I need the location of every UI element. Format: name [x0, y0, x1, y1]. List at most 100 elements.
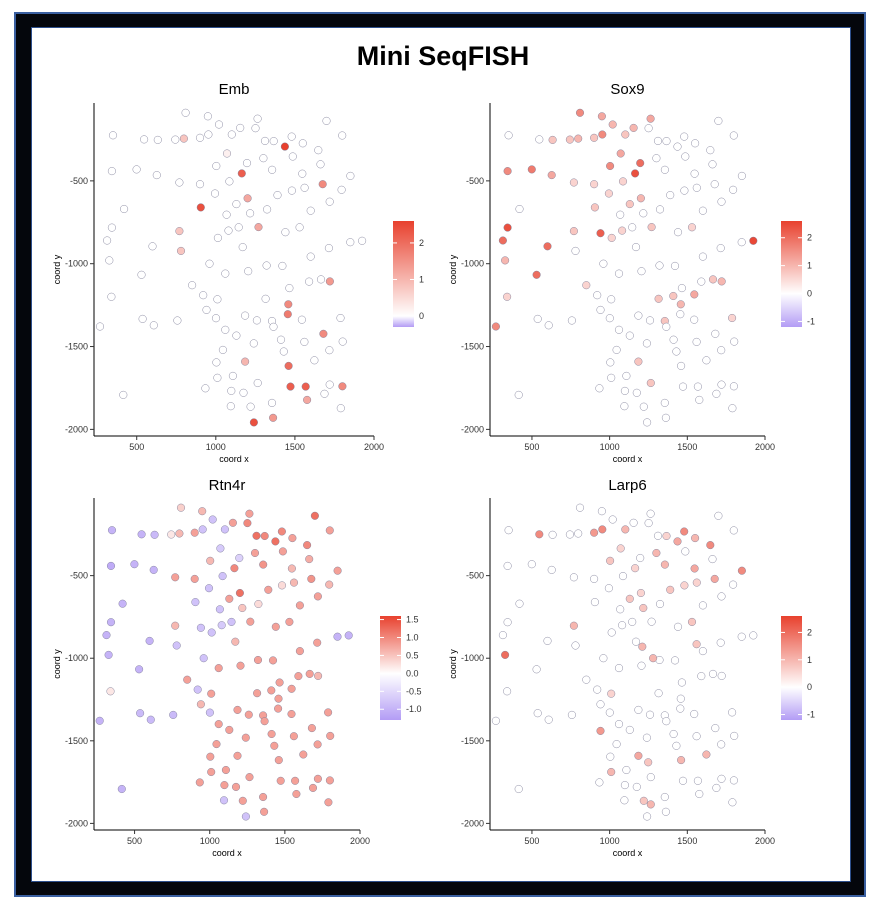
data-point — [206, 752, 215, 761]
data-point — [607, 295, 616, 304]
data-point — [253, 114, 262, 123]
data-point — [314, 146, 323, 155]
y-tick-label: -500 — [466, 571, 484, 581]
data-point — [646, 773, 655, 782]
data-point — [191, 598, 200, 607]
data-point — [188, 281, 197, 290]
data-point — [313, 592, 322, 601]
data-point — [616, 544, 625, 553]
data-point — [267, 686, 276, 695]
data-point — [669, 291, 678, 301]
data-point — [269, 137, 278, 146]
data-point — [214, 720, 223, 729]
data-point — [599, 654, 608, 663]
x-tick-label: 500 — [524, 836, 539, 846]
data-point — [708, 160, 717, 169]
data-point — [241, 311, 250, 320]
data-point — [622, 371, 631, 380]
y-tick-label: -500 — [466, 176, 484, 186]
data-point — [245, 509, 254, 518]
legend-tick-label: 0.0 — [406, 668, 419, 678]
data-point — [706, 146, 715, 155]
data-point — [527, 560, 536, 569]
data-point — [498, 236, 507, 245]
data-point — [606, 556, 615, 565]
data-point — [625, 200, 634, 209]
data-point — [590, 528, 599, 537]
data-point — [300, 183, 309, 192]
data-point — [571, 246, 580, 255]
data-point — [608, 120, 617, 129]
data-point — [277, 581, 287, 590]
data-point — [190, 574, 199, 583]
data-point — [275, 678, 284, 687]
data-point — [655, 261, 664, 270]
data-point — [198, 507, 207, 516]
data-point — [249, 418, 258, 427]
data-point — [606, 358, 615, 367]
data-point — [649, 654, 658, 663]
data-point — [298, 139, 307, 148]
data-point — [295, 647, 304, 656]
y-tick-label: -500 — [70, 571, 88, 581]
data-point — [737, 238, 746, 247]
data-point — [326, 731, 335, 740]
legend-colorbar — [781, 221, 802, 327]
data-point — [501, 650, 510, 659]
data-point — [260, 136, 270, 145]
data-point — [636, 194, 645, 203]
data-point — [491, 322, 500, 331]
data-point — [241, 733, 250, 742]
data-point — [625, 331, 634, 340]
data-point — [660, 560, 669, 569]
data-point — [711, 329, 720, 338]
data-point — [669, 729, 678, 739]
data-point — [267, 729, 276, 739]
data-point — [175, 529, 184, 538]
data-point — [631, 243, 641, 252]
data-point — [590, 180, 599, 189]
data-point — [238, 796, 247, 805]
data-point — [346, 238, 355, 247]
data-point — [717, 277, 726, 286]
data-point — [692, 183, 701, 192]
data-point — [712, 783, 721, 792]
data-point — [171, 135, 180, 144]
data-point — [687, 617, 697, 626]
data-point — [616, 605, 625, 614]
data-point — [219, 796, 229, 805]
data-point — [678, 776, 688, 785]
data-point — [320, 389, 329, 398]
data-point — [270, 741, 279, 750]
data-point — [643, 812, 652, 821]
legend-tick-label: 2 — [807, 627, 812, 637]
data-point — [593, 685, 602, 694]
data-point — [749, 631, 758, 640]
y-tick-label: -2000 — [461, 818, 484, 828]
data-point — [605, 314, 614, 323]
data-point — [625, 725, 634, 734]
data-point — [628, 223, 637, 232]
data-point — [135, 665, 144, 674]
data-point — [252, 531, 261, 540]
data-point — [710, 574, 719, 583]
data-point — [692, 732, 701, 741]
data-point — [287, 709, 296, 719]
data-point — [95, 322, 105, 331]
data-point — [199, 654, 208, 663]
data-point — [729, 185, 738, 194]
data-point — [661, 807, 670, 816]
data-point — [107, 292, 116, 301]
y-tick-label: -2000 — [65, 424, 88, 434]
data-point — [288, 534, 297, 543]
data-point — [324, 244, 333, 253]
data-point — [708, 275, 718, 284]
data-point — [590, 133, 599, 142]
data-point — [625, 594, 634, 603]
data-point — [605, 708, 614, 717]
data-point — [253, 655, 263, 665]
data-point — [575, 108, 585, 117]
data-point — [698, 647, 707, 656]
data-point — [737, 171, 746, 180]
